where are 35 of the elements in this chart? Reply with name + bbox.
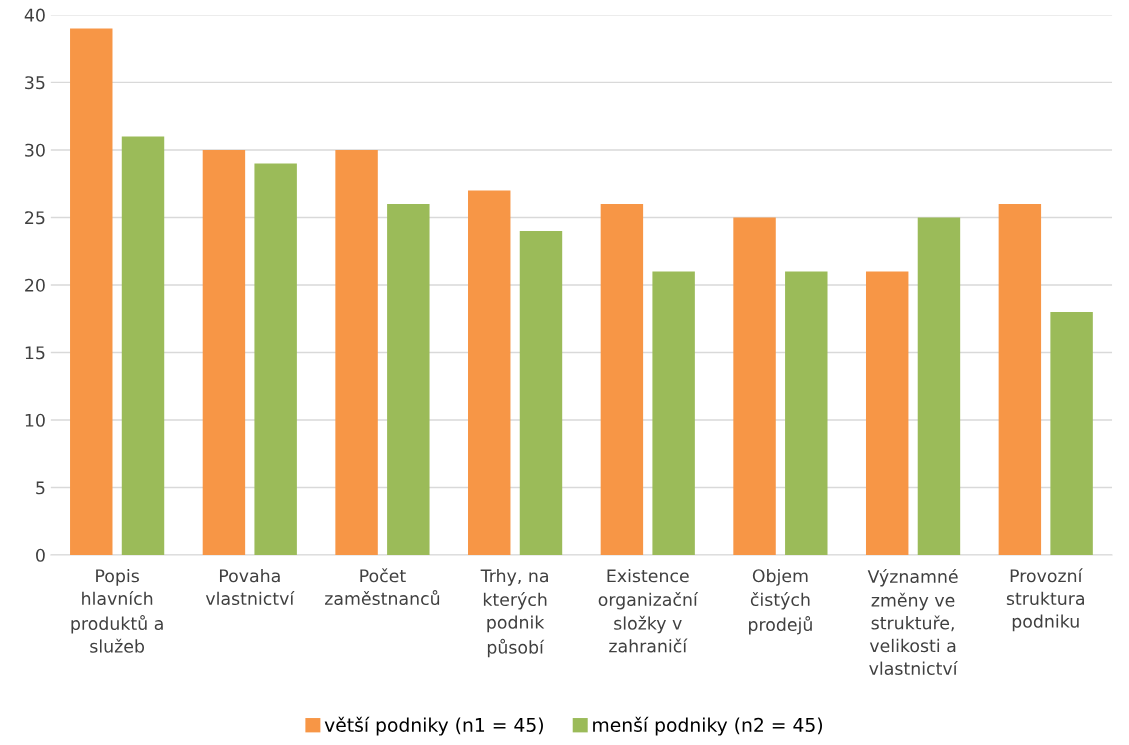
bar (335, 149, 378, 556)
bar (998, 203, 1042, 556)
x-tick-label: Objem čistých prodejů (749, 568, 812, 635)
bar (917, 217, 961, 556)
y-tick-label: 10 (25, 413, 45, 427)
bar (652, 271, 695, 556)
y-tick-label: 20 (25, 278, 45, 292)
x-tick-label: Provozní struktura podniku (1006, 568, 1084, 632)
x-tick-label: Významné změny ve struktuře, velikosti a vlastnictví (867, 568, 958, 676)
bar (202, 149, 246, 556)
y-tick-label: 25 (25, 211, 45, 225)
bar (254, 163, 297, 556)
x-tick-label: Existence organizační složky v zahraničí (598, 568, 699, 653)
bar (519, 230, 563, 556)
x-tick-label: Povaha vlastnictví (205, 568, 295, 606)
legend-label: větší podniky (n1 = 45) (324, 716, 543, 736)
x-tick-label: Počet zaměstnanců (325, 568, 440, 606)
bar (785, 271, 828, 556)
bar (121, 136, 165, 556)
bar (468, 190, 511, 556)
legend-label: menší podniky (n2 = 45) (593, 716, 823, 736)
y-tick-label: 5 (36, 481, 45, 495)
bar (865, 271, 909, 556)
bar (1050, 311, 1093, 556)
y-tick-label: 35 (25, 76, 45, 90)
y-tick-label: 15 (25, 346, 45, 360)
x-tick-label: Trhy, na kterých podnik působí (480, 568, 548, 658)
x-tick-label: Popis hlavních produktů a služeb (71, 568, 163, 653)
y-tick-label: 30 (25, 143, 45, 157)
bar (600, 203, 644, 556)
bar (387, 203, 430, 556)
y-tick-label: 0 (36, 548, 45, 562)
bar (733, 217, 776, 556)
y-tick-label: 40 (24, 8, 45, 22)
bar (70, 28, 113, 556)
